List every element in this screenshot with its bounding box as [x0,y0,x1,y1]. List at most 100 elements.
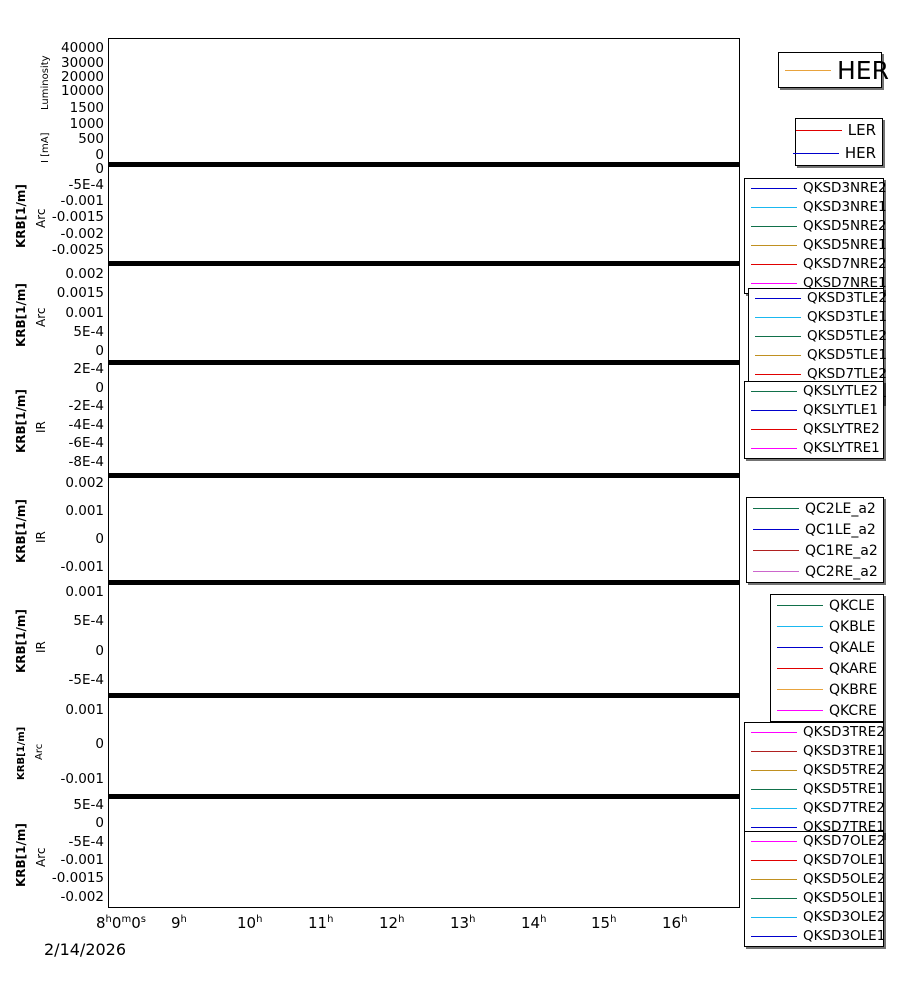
y-tick-label: -5E-4 [68,177,104,194]
y-tick-label: 0.001 [65,583,104,600]
legend-qksd-tre[interactable]: QKSD3TRE2 QKSD3TRE1 QKSD5TRE2 QKSD5TRE1 QKSD… [744,722,885,838]
y-tick-label: 0 [95,147,104,164]
legend-entry-qkslytle1[interactable]: QKSLYTLE1 [745,401,883,420]
y-tick-label: 0 [95,160,104,177]
y-tick-label: 5E-4 [73,324,104,341]
legend-color-swatch-icon [755,374,801,375]
panel-krb-arc-3[interactable] [108,697,740,795]
legend-entry-qksd7ole1[interactable]: QKSD7OLE1 [745,851,885,870]
y-tick-label: 0.001 [65,702,104,719]
legend-color-swatch-icon [751,789,797,790]
legend-label: QKSD3OLE1 [803,927,886,944]
legend-entry-qksd3tre1[interactable]: QKSD3TRE1 [745,742,885,761]
legend-entry-her[interactable]: HER [779,53,889,87]
y-tick-label: 500 [78,130,104,147]
y-tick-label: -0.002 [60,225,104,242]
legend-entry-qksd3nre2[interactable]: QKSD3NRE2 [745,179,887,198]
legend-qkslty[interactable]: QKSLYTLE2 QKSLYTLE1 QKSLYTRE2 QKSLYTRE1 [744,381,884,459]
legend-label: QKSD7NRE2 [803,255,887,272]
legend-entry-qc2re_a2[interactable]: QC2RE_a2 [747,561,883,582]
legend-label: QKSD5NRE2 [803,217,887,234]
y-tick-label: 10000 [61,83,104,100]
legend-entry-qksd3nre1[interactable]: QKSD3NRE1 [745,198,887,217]
y-tick-label: 1000 [69,115,104,132]
legend-color-swatch-icon [751,841,797,842]
legend-entry-qksd7nre2[interactable]: QKSD7NRE2 [745,255,887,274]
legend-entry-qksd5tre2[interactable]: QKSD5TRE2 [745,761,885,780]
legend-color-swatch-icon [751,860,797,861]
legend-color-swatch-icon [777,626,823,627]
legend-entry-ler[interactable]: LER [795,119,882,142]
panel-krb-ir-3[interactable] [108,584,740,694]
legend-entry-qksd7tle2[interactable]: QKSD7TLE2 [749,365,887,384]
legend-entry-qkcre[interactable]: QKCRE [771,700,883,721]
legend-entry-qksd5nre1[interactable]: QKSD5NRE1 [745,236,887,255]
legend-entry-qksd5ole2[interactable]: QKSD5OLE2 [745,870,885,889]
legend-entry-qksd3tre2[interactable]: QKSD3TRE2 [745,723,885,742]
panel-krb-ir-2[interactable] [108,477,740,581]
legend-label: QKSLYTRE1 [803,439,880,456]
plot-stack: 40000 30000 20000 10000 1500 1000 500 0 0 -5E-4 -0… [14,38,740,959]
legend-qksd-ole[interactable]: QKSD7OLE2 QKSD7OLE1 QKSD5OLE2 QKSD5OLE1 QKSD… [744,831,886,947]
legend-qc-a2[interactable]: QC2LE_a2 QC1LE_a2 QC1RE_a2 QC2RE_a2 [746,497,884,583]
legend-label: QC1RE_a2 [805,542,878,559]
legend-entry-qksd7nre1[interactable]: QKSD7NRE1 [745,274,887,293]
y-tick-label: -0.001 [60,770,104,787]
legend-entry-qksd5tle2[interactable]: QKSD5TLE2 [749,327,887,346]
legend-entry-qc2le_a2[interactable]: QC2LE_a2 [747,498,883,519]
legend-entry-qksd3ole1[interactable]: QKSD3OLE1 [745,927,886,946]
legend-entry-qc1le_a2[interactable]: QC1LE_a2 [747,519,883,540]
legend-label: QKSD5TLE2 [807,327,887,344]
panel-frame [108,584,740,694]
legend-qksd-nre[interactable]: QKSD3NRE2 QKSD3NRE1 QKSD5NRE2 QKSD5NRE1 QKSD… [744,178,887,294]
panel-separator [108,262,740,265]
legend-entry-qksd3tle1[interactable]: QKSD3TLE1 [749,308,887,327]
y-tick-label: -0.0015 [51,209,104,226]
legend-entry-qkslytle2[interactable]: QKSLYTLE2 [745,382,883,401]
legend-label: QC2LE_a2 [805,500,876,517]
legend-entry-qkslytre2[interactable]: QKSLYTRE2 [745,420,883,439]
legend-color-swatch-icon [751,283,797,284]
legend-entry-qkslytre1[interactable]: QKSLYTRE1 [745,439,883,458]
y-tick-label: 0.001 [65,304,104,321]
legend-color-swatch-icon [751,898,797,899]
legend-entry-qkare[interactable]: QKARE [771,658,883,679]
legend-entry-qksd5tle1[interactable]: QKSD5TLE1 [749,346,887,365]
legend-entry-qksd5ole1[interactable]: QKSD5OLE1 [745,889,885,908]
legend-entry-qksd7tre2[interactable]: QKSD7TRE2 [745,799,885,818]
legend-color-swatch-icon [751,732,797,733]
panel-krb-arc-1[interactable] [108,166,740,262]
legend-entry-qksd7tre1[interactable]: QKSD7TRE1 [745,818,885,837]
legend-her[interactable]: HER [778,52,889,88]
panel-luminosity[interactable] [108,38,740,163]
y-tick-label: 0.001 [65,503,104,520]
panel-krb-arc-4[interactable] [108,798,740,908]
legend-label: QKSD5TRE2 [803,761,885,778]
legend-entry-qksd3tle2[interactable]: QKSD3TLE2 [749,289,887,308]
legend-entry-qksd5nre2[interactable]: QKSD5NRE2 [745,217,887,236]
panel-frame [108,477,740,581]
legend-entry-qkcle[interactable]: QKCLE [771,595,883,616]
legend-entry-qksd3ole2[interactable]: QKSD3OLE2 [745,908,885,927]
legend-entry-qkbre[interactable]: QKBRE [771,679,883,700]
legend-color-swatch-icon [753,508,799,509]
legend-entry-qksd7ole2[interactable]: QKSD7OLE2 [745,832,885,851]
panel-krb-ir-1[interactable] [108,364,740,474]
x-tick-label: 10h [237,914,263,932]
y-tick-label: 0 [95,379,104,396]
legend-color-swatch-icon [755,298,801,299]
legend-entry-qksd5tre1[interactable]: QKSD5TRE1 [745,780,885,799]
legend-label: QKBLE [829,618,876,635]
legend-entry-qkale[interactable]: QKALE [771,637,883,658]
legend-color-swatch-icon [753,571,799,572]
legend-beam-currents[interactable]: LER HER [792,118,883,166]
legend-entry-qkble[interactable]: QKBLE [771,616,883,637]
legend-entry-qc1re_a2[interactable]: QC1RE_a2 [747,540,883,561]
legend-entry-her[interactable]: HER [792,142,882,165]
panel-krb-arc-2[interactable] [108,265,740,361]
y-tick-label: 1500 [69,99,104,116]
y-tick-label: -4E-4 [68,416,104,433]
legend-qk[interactable]: QKCLE QKBLE QKALE QKARE QKBRE QKCRE [770,594,884,722]
legend-label: QKSLYTLE1 [803,401,878,418]
